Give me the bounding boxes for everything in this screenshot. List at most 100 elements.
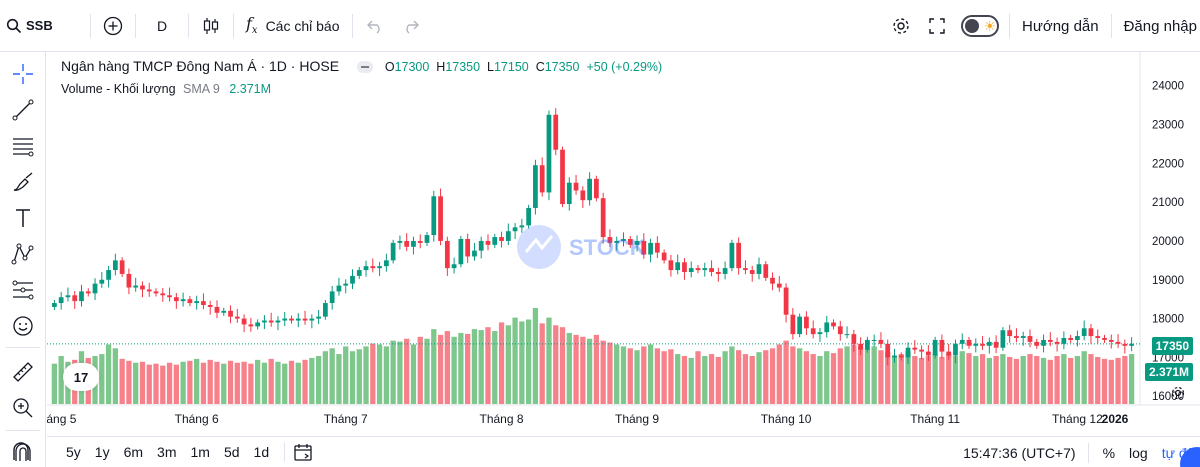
volume-bar: [329, 348, 335, 404]
volume-bar: [363, 346, 369, 404]
floating-action-button[interactable]: [1180, 447, 1200, 467]
candle-body: [187, 299, 193, 304]
volume-bar: [566, 332, 572, 404]
price-chart[interactable]: 1600017000180001900020000210002200023000…: [47, 52, 1200, 435]
volume-bar: [343, 346, 349, 404]
volume-bar: [437, 334, 444, 404]
volume-bar: [112, 348, 119, 404]
volume-bar: [952, 356, 959, 404]
volume-bar: [254, 359, 261, 404]
redo-button[interactable]: [393, 8, 429, 44]
sma-label: SMA 9: [183, 82, 220, 96]
symbol-search-button[interactable]: SSB: [0, 8, 86, 44]
candle-body: [539, 165, 545, 193]
candle-body: [505, 231, 511, 241]
theme-toggle[interactable]: ☀: [961, 15, 999, 37]
clock-label[interactable]: 15:47:36 (UTC+7): [963, 444, 1076, 461]
legend-collapse-button[interactable]: [356, 61, 373, 74]
measure-tool[interactable]: [7, 356, 39, 388]
chart-type-button[interactable]: [193, 8, 229, 44]
undo-button[interactable]: [357, 8, 393, 44]
volume-bar: [763, 350, 769, 404]
volume-bar: [532, 308, 539, 404]
indicators-button[interactable]: fx Các chỉ báo: [238, 8, 348, 44]
candle-body: [1000, 330, 1006, 348]
x-tick-label: 2026: [1102, 412, 1129, 426]
volume-bar: [1013, 358, 1020, 404]
candle-body: [1108, 339, 1114, 342]
legend-title: Ngân hàng TMCP Đông Nam Á · 1D · HOSE: [61, 58, 340, 74]
volume-legend: Volume - Khối lượng SMA 9 2.371M: [61, 82, 271, 96]
redo-icon: [405, 20, 419, 34]
tradingview-logo[interactable]: 17: [63, 363, 99, 391]
volume-bar: [275, 361, 281, 404]
guide-label: Hướng dẫn: [1022, 17, 1099, 35]
volume-bar: [810, 354, 816, 404]
range-button-5d[interactable]: 5d: [223, 444, 240, 460]
volume-bar: [119, 358, 125, 404]
volume-bar: [1101, 358, 1108, 404]
brush-tool[interactable]: [7, 166, 39, 198]
volume-bar: [376, 344, 383, 404]
axis-settings-icon[interactable]: [1170, 385, 1186, 401]
volume-bar: [173, 364, 179, 404]
close-key: C: [535, 60, 545, 74]
range-button-3m[interactable]: 3m: [157, 444, 177, 460]
fullscreen-button[interactable]: [919, 8, 955, 44]
volume-bar: [498, 322, 505, 404]
candle-body: [715, 272, 721, 274]
compare-add-symbol-button[interactable]: [95, 8, 131, 44]
search-icon: [6, 18, 22, 33]
candle-body: [953, 343, 958, 356]
candle-body: [1054, 341, 1060, 344]
candle-body: [566, 182, 572, 205]
login-link[interactable]: Đăng nhập: [1116, 8, 1200, 44]
volume-bar: [397, 341, 403, 404]
calendar-icon[interactable]: [293, 442, 313, 462]
candle-body: [451, 264, 457, 269]
crosshair-tool[interactable]: [7, 58, 39, 90]
candle-body: [648, 242, 653, 255]
projection-tool[interactable]: [7, 274, 39, 306]
volume-bar: [390, 340, 396, 404]
interval-button[interactable]: D: [140, 8, 184, 44]
fib-tool[interactable]: [7, 130, 39, 162]
volume-bar: [315, 356, 322, 404]
settings-button[interactable]: [883, 8, 919, 44]
candle-body: [695, 268, 701, 271]
volume-bar: [1061, 354, 1067, 404]
volume-bar: [288, 360, 295, 404]
volume-bar: [194, 358, 200, 404]
range-button-1y[interactable]: 1y: [94, 444, 110, 460]
candle-body: [553, 114, 559, 150]
ruler-icon: [13, 362, 33, 382]
last-volume-tag: 2.371M: [1144, 363, 1193, 381]
volume-bar: [356, 349, 362, 404]
volume-bar: [322, 351, 329, 404]
candle-body: [634, 240, 640, 245]
icon-tool[interactable]: [7, 310, 39, 342]
candle-body: [858, 343, 863, 350]
range-button-1m[interactable]: 1m: [190, 444, 210, 460]
chart-pane[interactable]: 16000 17000 18000 19000 20000 21000 22000 23000…: [47, 52, 1200, 435]
volume-bar: [912, 356, 918, 404]
volume-bar: [139, 361, 146, 404]
zoom-tool[interactable]: [7, 392, 39, 424]
volume-bar: [370, 343, 376, 404]
candle-body: [932, 339, 938, 356]
range-button-6m[interactable]: 6m: [123, 444, 144, 460]
pattern-tool[interactable]: [7, 238, 39, 270]
candle-body: [363, 266, 369, 271]
volume-bar: [783, 340, 789, 404]
range-button-1d[interactable]: 1d: [253, 444, 270, 460]
log-toggle[interactable]: log: [1129, 444, 1148, 461]
candle-body: [614, 240, 620, 243]
x-tick-label: Tháng 9: [615, 412, 659, 426]
candle-body: [1088, 328, 1094, 337]
percent-toggle[interactable]: %: [1102, 444, 1116, 461]
text-tool[interactable]: [7, 202, 39, 234]
trendline-tool[interactable]: [7, 94, 39, 126]
guide-link[interactable]: Hướng dẫn: [1014, 8, 1107, 44]
volume-bar: [282, 363, 288, 404]
range-button-5y[interactable]: 5y: [66, 444, 81, 460]
